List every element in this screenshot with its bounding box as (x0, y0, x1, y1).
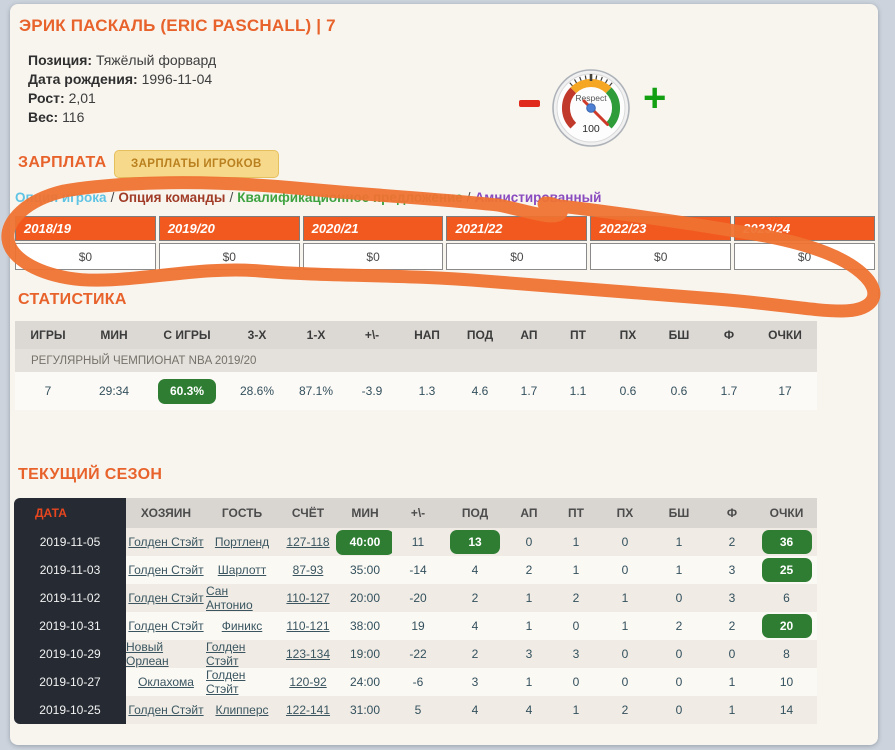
guest-team-link[interactable]: Финикс (221, 619, 263, 633)
home-team-link[interactable]: Оклахома (138, 675, 194, 689)
salary-year-header: 2018/19 (15, 216, 156, 241)
salary-value: $0 (446, 243, 588, 270)
salary-column: 2018/19 $0 (15, 216, 156, 270)
player-page-card: ЭРИК ПАСКАЛЬ (ERIC PASCHALL) | 7 Позиция… (10, 4, 878, 745)
respect-gauge: Respect 100 (552, 69, 630, 147)
season-section-title: ТЕКУЩИЙ СЕЗОН (18, 466, 163, 483)
salary-column: 2020/21 $0 (302, 216, 444, 270)
salary-column: 2019/20 $0 (158, 216, 300, 270)
score-link[interactable]: 110-121 (286, 619, 330, 633)
score-link[interactable]: 110-127 (286, 591, 330, 605)
guest-team-link[interactable]: Голден Стэйт (206, 668, 246, 696)
salary-value: $0 (590, 243, 732, 270)
score-link[interactable]: 87-93 (292, 563, 324, 577)
home-team-link[interactable]: Голден Стэйт (128, 563, 204, 577)
respect-minus-icon[interactable] (519, 100, 540, 107)
player-salaries-button[interactable]: ЗАРПЛАТЫ ИГРОКОВ (114, 150, 279, 178)
stats-subheader: РЕГУЛЯРНЫЙ ЧЕМПИОНАТ NBA 2019/20 (15, 349, 817, 372)
score-link[interactable]: 127-118 (286, 535, 330, 549)
legend-player-option: Опция игрока (15, 190, 107, 205)
salary-year-header: 2021/22 (446, 216, 588, 241)
home-team-link[interactable]: Голден Стэйт (128, 591, 204, 605)
season-table: ДАТА ХОЗЯИН ГОСТЬ СЧЁТ МИН +\- ПОД АП ПТ… (14, 498, 817, 724)
salary-year-header: 2023/24 (734, 216, 875, 241)
legend-qualifying-offer: Квалификационное предложение (237, 190, 463, 205)
info-position: Позиция: Тяжёлый форвард (28, 52, 217, 68)
guest-team-link[interactable]: Голден Стэйт (206, 640, 246, 668)
player-info: Позиция: Тяжёлый форвард Дата рождения: … (28, 51, 216, 127)
stats-section-title: СТАТИСТИКА (18, 291, 127, 308)
home-team-link[interactable]: Новый Орлеан (126, 640, 169, 668)
guest-team-link[interactable]: Шарлотт (217, 563, 267, 577)
salary-year-header: 2022/23 (590, 216, 732, 241)
salary-year-header: 2020/21 (302, 216, 444, 241)
score-link[interactable]: 122-141 (285, 703, 331, 717)
stats-table: ИГРЫ МИН С ИГРЫ 3-Х 1-Х +\- НАП ПОД АП П… (15, 321, 817, 410)
salary-value: $0 (302, 243, 444, 270)
salary-legend: Опция игрока / Опция команды / Квалификацион… (15, 190, 602, 205)
salary-section-title: ЗАРПЛАТА (18, 154, 107, 171)
info-birthdate: Дата рождения: 1996-11-04 (28, 71, 213, 87)
fg-percent-badge: 60.3% (158, 378, 216, 404)
home-team-link[interactable]: Голден Стэйт (128, 703, 204, 717)
salary-column: 2023/24 $0 (734, 216, 875, 270)
guest-team-link[interactable]: Клипперс (215, 703, 269, 717)
guest-team-link[interactable]: Сан Антонио (206, 584, 253, 612)
minutes-badge: 40:00 (336, 529, 394, 555)
guest-team-link[interactable]: Портленд (214, 535, 270, 549)
points-badge: 20 (761, 614, 812, 638)
gauge-value: 100 (582, 123, 600, 135)
salary-column: 2022/23 $0 (590, 216, 732, 270)
rebounds-badge: 13 (450, 530, 500, 554)
date-column-header: ДАТА (14, 498, 126, 528)
home-team-link[interactable]: Голден Стэйт (128, 619, 204, 633)
score-link[interactable]: 123-134 (285, 647, 331, 661)
score-link[interactable]: 120-92 (289, 675, 327, 689)
info-weight: Вес: 116 (28, 109, 85, 125)
legend-amnestied: Амнистированный (474, 190, 602, 205)
points-badge: 36 (761, 530, 812, 554)
salary-value: $0 (734, 243, 875, 270)
home-team-link[interactable]: Голден Стэйт (128, 535, 204, 549)
legend-team-option: Опция команды (118, 190, 226, 205)
gauge-label: Respect (575, 93, 607, 103)
page-title: ЭРИК ПАСКАЛЬ (ERIC PASCHALL) | 7 (19, 16, 336, 35)
respect-plus-icon[interactable]: + (643, 76, 667, 120)
salary-table: 2018/19 $0 2019/20 $0 2020/21 $0 2021/22 $0 … (15, 216, 875, 270)
info-height: Рост: 2,01 (28, 90, 96, 106)
salary-column: 2021/22 $0 (446, 216, 588, 270)
salary-value: $0 (15, 243, 156, 270)
salary-value: $0 (158, 243, 300, 270)
salary-year-header: 2019/20 (158, 216, 300, 241)
points-badge: 25 (761, 558, 812, 582)
